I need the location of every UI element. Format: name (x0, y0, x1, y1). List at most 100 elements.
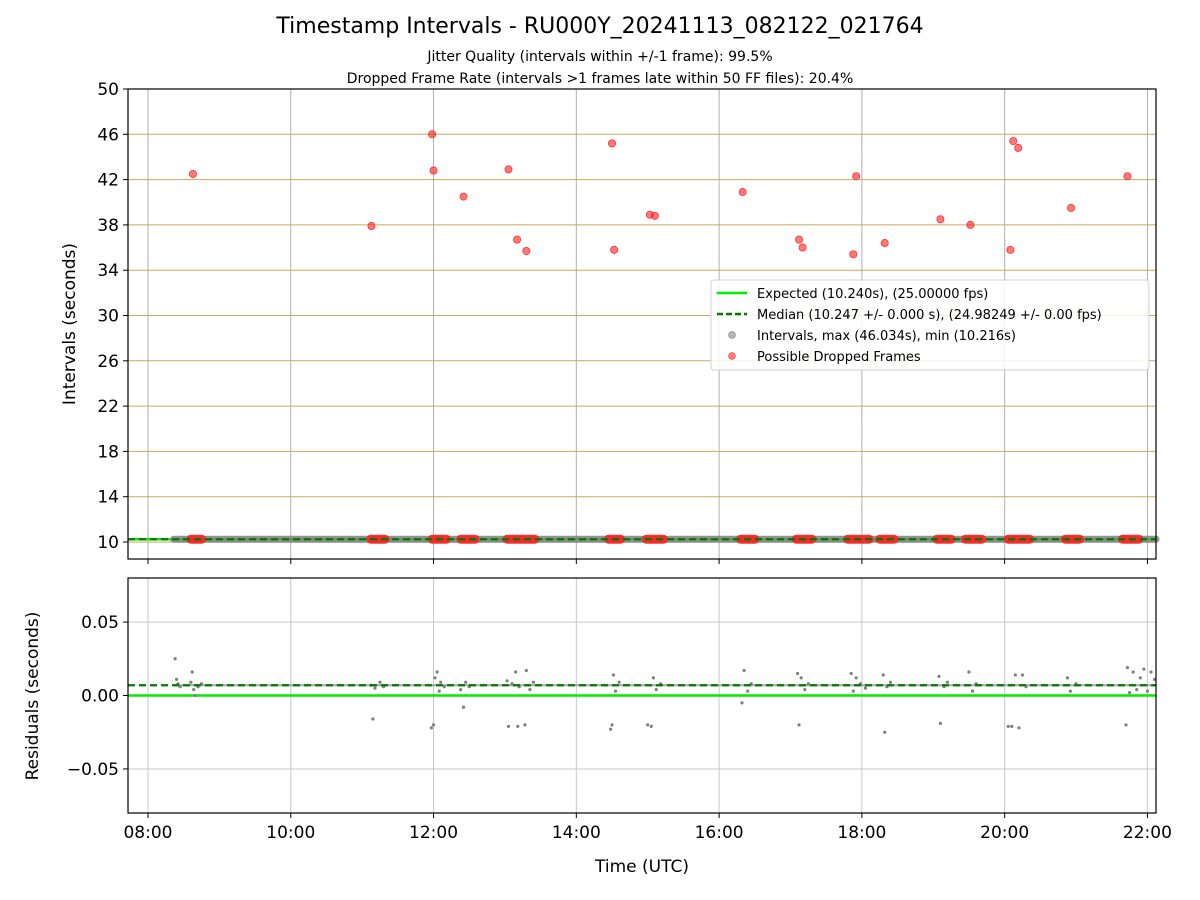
residual-point (654, 688, 658, 692)
residual-point (1142, 667, 1146, 671)
bottom-x-tick-label: 16:00 (695, 823, 744, 843)
bottom-x-tick-label: 18:00 (837, 823, 886, 843)
residual-point (883, 730, 887, 734)
top-y-tick-label: 42 (97, 171, 119, 191)
residual-point (461, 705, 466, 709)
residual-point (799, 676, 803, 680)
residual-point (610, 723, 614, 727)
chart-title: Timestamp Intervals - RU000Y_20241113_08… (276, 14, 924, 39)
top-y-tick-label: 50 (97, 80, 119, 100)
residual-point (435, 670, 439, 674)
residual-point (516, 724, 520, 728)
dropped-frame-point (610, 245, 619, 254)
residual-point (1068, 689, 1072, 693)
top-y-tick-label: 14 (97, 488, 119, 508)
residual-point (1145, 689, 1150, 693)
bottom-y-tick-label: −0.05 (67, 760, 119, 780)
top-y-tick-label: 18 (97, 442, 119, 462)
bottom-y-tick-label: 0.00 (81, 687, 119, 707)
residual-point (945, 680, 950, 684)
dropped-frame-point (1067, 203, 1076, 212)
residual-point (863, 686, 868, 690)
residual-point (1149, 670, 1153, 674)
top-y-tick-label: 30 (97, 307, 119, 327)
residual-point (371, 717, 375, 721)
residual-point (189, 680, 193, 684)
jitter-quality-subtitle: Jitter Quality (intervals within +/-1 fr… (427, 49, 773, 65)
residual-point (617, 680, 621, 684)
top-y-axis-label: Intervals (seconds) (60, 243, 80, 405)
dropped-frame-point (849, 250, 858, 259)
chart-legend: Expected (10.240s), (25.00000 fps) Median… (710, 279, 1150, 371)
residual-point (1131, 670, 1135, 674)
bottom-y-tick-label: 0.05 (81, 613, 119, 633)
top-plot-frame (127, 88, 1157, 560)
residual-point (174, 677, 179, 681)
dropped-frame-point (608, 139, 617, 148)
residual-point (193, 693, 197, 698)
tick-labels: 10 14 18 22 26 30 34 38 42 46 50 −0.05 0.00 0.05 08:00… (67, 80, 1172, 843)
residual-point (429, 726, 434, 730)
bottom-plot-series (128, 657, 1157, 734)
dropped-frame-point (429, 166, 438, 175)
top-y-tick-label: 22 (97, 397, 119, 417)
residual-point (1138, 676, 1142, 680)
dropped-frame-point (1006, 245, 1015, 254)
residual-point (849, 671, 853, 676)
residual-point (608, 727, 613, 731)
dropped-frame-point (459, 192, 468, 201)
residual-point (528, 688, 532, 692)
bottom-x-tick-label: 22:00 (1123, 823, 1172, 843)
bottom-x-tick-label: 10:00 (266, 823, 315, 843)
residual-point (506, 724, 511, 728)
legend-label: Possible Dropped Frames (757, 350, 921, 365)
dropped-frame-point (367, 222, 376, 231)
residual-point (1135, 688, 1139, 692)
residual-point (742, 668, 746, 673)
dropped-frame-point (650, 211, 659, 220)
residual-point (796, 671, 800, 676)
legend-label: Median (10.247 +/- 0.000 s), (24.98249 +… (757, 308, 1102, 323)
bottom-x-tick-label: 12:00 (409, 823, 458, 843)
dropped-frame-point (798, 243, 807, 252)
plot-axes (123, 88, 1157, 818)
dropped-frame-rate-subtitle: Dropped Frame Rate (intervals >1 frames … (346, 71, 854, 87)
residual-point (1152, 677, 1157, 681)
residual-point (514, 670, 518, 674)
dropped-frame-point (1009, 137, 1018, 146)
residual-point (806, 682, 810, 686)
bottom-y-axis-label: Residuals (seconds) (23, 612, 43, 781)
residual-point (851, 689, 855, 693)
dropped-frame-point (936, 215, 945, 224)
bottom-x-tick-label: 08:00 (123, 823, 172, 843)
residual-point (881, 673, 885, 677)
residual-point (740, 701, 744, 705)
residual-point (505, 679, 509, 683)
residual-point (937, 674, 941, 679)
legend-box (710, 279, 1150, 371)
residual-point (646, 723, 650, 727)
residual-point (464, 680, 468, 684)
residual-point (178, 685, 182, 689)
residual-point (173, 657, 177, 661)
residual-point (459, 688, 463, 692)
residual-point (1065, 676, 1070, 680)
legend-swatch-dot (728, 352, 736, 360)
residual-point (967, 670, 971, 674)
residual-point (442, 685, 446, 689)
residual-point (1010, 724, 1014, 728)
residual-point (523, 723, 527, 727)
residual-point (1020, 673, 1025, 677)
dropped-frame-point (504, 165, 513, 174)
dropped-frame-point (1123, 172, 1132, 181)
top-y-tick-label: 38 (97, 216, 119, 236)
dropped-frame-point (966, 220, 975, 229)
residual-point (510, 682, 514, 686)
residual-point (190, 670, 194, 674)
dropped-frame-point (852, 172, 861, 181)
dropped-frame-point (738, 188, 747, 197)
x-axis-label: Time (UTC) (594, 857, 689, 877)
residual-point (613, 689, 618, 693)
residual-point (1013, 673, 1017, 677)
